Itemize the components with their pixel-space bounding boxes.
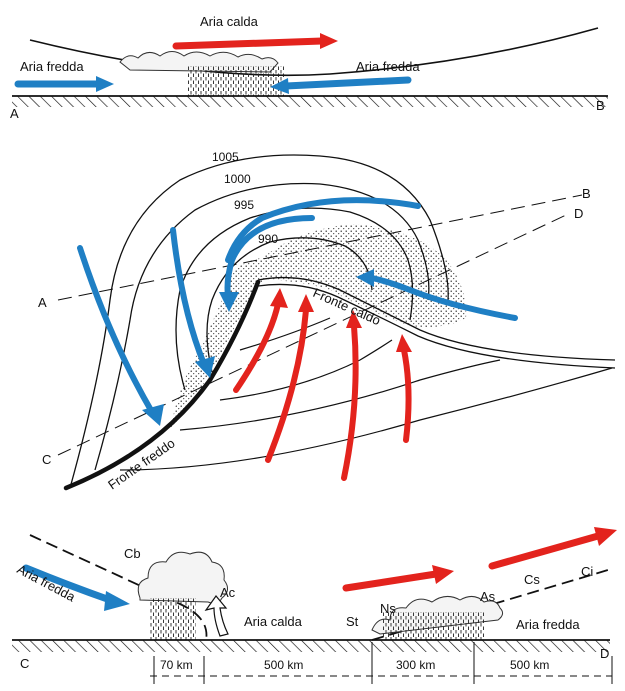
warm-air-arrow-1 bbox=[233, 301, 281, 393]
map-point-c: C bbox=[42, 452, 51, 467]
cloud-cs-label: Cs bbox=[524, 572, 540, 587]
warm-air-arrow bbox=[172, 37, 326, 50]
distance-500km-2: 500 km bbox=[510, 658, 549, 672]
bottom-ground-hatch bbox=[12, 640, 610, 652]
bottom-cross-section: Aria fredda Aria calda Aria fredda Cb Ac… bbox=[12, 527, 617, 684]
point-a-label: A bbox=[10, 106, 19, 121]
cold-air-arrow-5 bbox=[369, 275, 518, 321]
cyclone-map: 1005 1000 995 990 Fronte caldo Fronte fr… bbox=[38, 150, 616, 492]
isobar-label-1005: 1005 bbox=[212, 150, 239, 164]
cloud-ci-label: Ci bbox=[581, 564, 593, 579]
bottom-cold-air-arrow bbox=[22, 564, 114, 604]
top-cross-section: Aria calda Aria fredda Aria fredda A B bbox=[10, 14, 608, 121]
frontal-surface-line bbox=[29, 27, 599, 77]
isobar-label-1000: 1000 bbox=[224, 172, 251, 186]
bottom-warm-air-label: Aria calda bbox=[244, 614, 303, 629]
warm-air-arrow-3 bbox=[341, 323, 359, 481]
cumulonimbus-cloud bbox=[137, 551, 228, 604]
map-point-d: D bbox=[574, 206, 583, 221]
warm-air-arrow-4 bbox=[401, 347, 412, 443]
bottom-point-d: D bbox=[600, 646, 609, 661]
bottom-warm-air-arrow-2 bbox=[488, 532, 602, 570]
cold-air-left-label: Aria fredda bbox=[20, 59, 84, 74]
section-line-ab bbox=[57, 194, 583, 301]
cold-air-arrowhead-1 bbox=[142, 404, 164, 426]
isobar-label-995: 995 bbox=[234, 198, 254, 212]
cold-air-right-arrow bbox=[282, 76, 412, 90]
warm-air-label: Aria calda bbox=[200, 14, 259, 29]
distance-500km-1: 500 km bbox=[264, 658, 303, 672]
ground-hatch bbox=[12, 96, 608, 107]
cold-air-arrow-4 bbox=[225, 197, 421, 263]
cloud-ac-label: Ac bbox=[220, 585, 236, 600]
warm-air-arrowhead-2 bbox=[298, 294, 314, 312]
bottom-cold-air-right-label: Aria fredda bbox=[516, 617, 580, 632]
isobar-warm-2 bbox=[179, 359, 501, 431]
isobar-990 bbox=[206, 237, 373, 373]
isobar-warm-4 bbox=[239, 317, 331, 351]
cold-air-arrow-1 bbox=[77, 245, 155, 415]
warm-air-arrowhead-4 bbox=[396, 334, 412, 352]
isobar-1005 bbox=[69, 154, 449, 489]
section-line-cd bbox=[57, 214, 567, 456]
warm-air-arrowhead-3 bbox=[346, 310, 362, 328]
bottom-warm-air-arrow-1 bbox=[342, 570, 440, 592]
cold-front-line bbox=[63, 279, 261, 491]
bottom-warm-air-arrowhead-1 bbox=[432, 565, 454, 584]
warm-air-arrow-2 bbox=[265, 307, 309, 463]
ns-rain-area bbox=[382, 612, 484, 640]
cold-air-arrowhead-3 bbox=[219, 292, 239, 312]
point-b-label: B bbox=[596, 98, 605, 113]
bottom-cold-air-arrowhead bbox=[104, 591, 130, 611]
isobar-warm-3 bbox=[219, 339, 393, 401]
warm-air-arrowhead-1 bbox=[270, 288, 288, 308]
cold-air-arrow-3 bbox=[224, 215, 315, 299]
cloud-cb-label: Cb bbox=[124, 546, 141, 561]
warm-front-line bbox=[257, 276, 616, 361]
cloud-st-label: St bbox=[346, 614, 359, 629]
precipitation-zone-cold bbox=[170, 258, 262, 430]
cloud-ns-label: Ns bbox=[380, 601, 396, 616]
isobar-label-990: 990 bbox=[258, 232, 278, 246]
cold-air-left-arrowhead bbox=[96, 76, 114, 92]
cold-air-right-arrowhead bbox=[270, 78, 289, 94]
cold-air-arrowhead-5 bbox=[356, 269, 374, 287]
map-point-b: B bbox=[582, 186, 591, 201]
cold-air-arrowhead-2 bbox=[195, 356, 215, 378]
cold-air-arrow-2 bbox=[170, 227, 207, 367]
distance-70km: 70 km bbox=[160, 658, 193, 672]
cb-rain-area bbox=[150, 598, 196, 640]
bottom-point-c: C bbox=[20, 656, 29, 671]
warm-air-arrowhead bbox=[320, 33, 338, 49]
cold-air-right-label: Aria fredda bbox=[356, 59, 420, 74]
lifting-arrow bbox=[204, 595, 229, 637]
map-point-a: A bbox=[38, 295, 47, 310]
distance-300km: 300 km bbox=[396, 658, 435, 672]
bottom-warm-air-arrowhead-2 bbox=[594, 527, 617, 546]
warm-front-line-inner bbox=[257, 283, 616, 369]
isobar-1000 bbox=[94, 182, 430, 471]
cloud-as-label: As bbox=[480, 589, 496, 604]
rain-area bbox=[188, 66, 284, 96]
